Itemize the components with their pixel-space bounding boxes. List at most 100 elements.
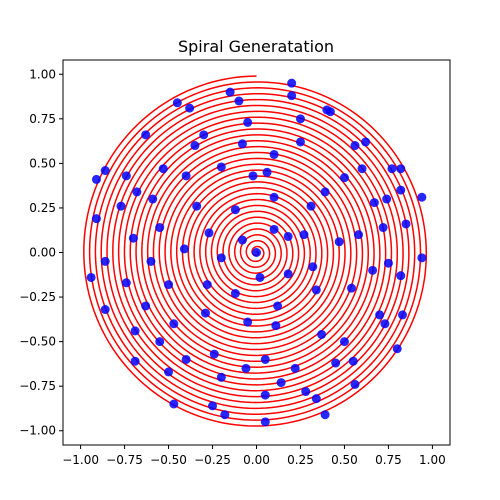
data-point-2 (283, 231, 293, 241)
data-point-9 (269, 192, 279, 202)
data-point-35 (346, 283, 356, 293)
data-point-57 (234, 96, 244, 106)
spiral-line (83, 75, 428, 427)
data-point-28 (164, 280, 174, 290)
data-point-40 (146, 256, 156, 266)
data-point-20 (216, 162, 226, 172)
data-point-94 (350, 379, 360, 389)
data-point-92 (398, 310, 408, 320)
data-point-16 (230, 288, 240, 298)
data-point-103 (100, 166, 110, 176)
data-point-38 (209, 349, 219, 359)
data-point-17 (202, 280, 212, 290)
data-point-79 (348, 356, 358, 366)
data-point-32 (295, 137, 305, 147)
data-point-65 (276, 378, 286, 388)
data-point-77 (396, 271, 406, 281)
data-point-3 (248, 171, 258, 181)
data-point-85 (100, 256, 110, 266)
data-point-100 (100, 305, 110, 315)
data-point-10 (299, 230, 309, 240)
data-point-105 (396, 185, 406, 195)
data-point-22 (320, 187, 330, 197)
data-point-88 (301, 387, 311, 397)
data-point-82 (208, 401, 218, 411)
y-tick-label-1: −0.75 (19, 379, 56, 393)
data-point-47 (368, 265, 378, 275)
data-point-51 (181, 354, 191, 364)
data-point-97 (220, 410, 230, 420)
data-point-45 (350, 141, 360, 151)
y-tick-label-0: −1.00 (19, 424, 56, 438)
data-point-56 (199, 130, 209, 140)
data-point-84 (130, 326, 140, 336)
data-point-26 (243, 317, 253, 327)
data-point-66 (216, 372, 226, 382)
data-point-86 (121, 171, 131, 181)
data-point-8 (204, 228, 214, 238)
data-point-68 (121, 278, 131, 288)
chart-title: Spiral Generatation (178, 37, 334, 56)
data-point-15 (273, 301, 283, 311)
data-point-37 (260, 354, 270, 364)
data-point-29 (155, 223, 165, 233)
data-point-70 (141, 130, 151, 140)
data-point-95 (320, 410, 330, 420)
data-point-36 (317, 329, 327, 339)
data-point-62 (383, 258, 393, 268)
data-point-67 (155, 337, 165, 347)
data-point-4 (237, 235, 247, 245)
data-point-73 (287, 78, 297, 88)
data-point-99 (130, 356, 140, 366)
data-point-5 (255, 272, 265, 282)
data-point-83 (164, 367, 174, 377)
data-point-93 (392, 344, 402, 354)
data-point-1 (269, 224, 279, 234)
data-point-76 (401, 219, 411, 229)
y-tick-label-3: −0.25 (19, 290, 56, 304)
data-point-61 (382, 194, 392, 204)
data-point-54 (132, 187, 142, 197)
data-point-30 (181, 171, 191, 181)
x-tick-label-3: −0.25 (194, 453, 231, 467)
data-point-53 (128, 233, 138, 243)
data-point-102 (91, 214, 101, 224)
x-tick-label-5: 0.25 (287, 453, 314, 467)
data-point-63 (375, 310, 385, 320)
data-point-23 (334, 237, 344, 247)
x-tick-label-1: −0.75 (106, 453, 143, 467)
data-point-0 (252, 248, 261, 257)
data-point-71 (185, 103, 195, 113)
x-tick-label-4: 0.00 (243, 453, 270, 467)
x-tick-label-7: 0.75 (375, 453, 402, 467)
y-tick-label-7: 0.75 (29, 112, 56, 126)
data-point-11 (283, 269, 293, 279)
data-point-107 (378, 223, 388, 233)
data-point-50 (241, 363, 251, 373)
data-point-18 (179, 244, 189, 254)
data-point-106 (357, 164, 367, 174)
data-point-72 (225, 87, 235, 97)
data-point-39 (169, 319, 179, 329)
data-point-7 (230, 205, 240, 215)
data-point-33 (339, 173, 349, 183)
data-point-64 (331, 358, 341, 368)
y-tick-label-8: 1.00 (29, 67, 56, 81)
x-axis: −1.00 −0.75 −0.50 −0.25 0.00 0.25 0.50 0.75 1.00 (62, 445, 446, 467)
data-point-48 (339, 337, 349, 347)
data-point-31 (237, 139, 247, 149)
data-point-60 (361, 137, 371, 147)
data-point-25 (271, 321, 281, 331)
data-point-13 (306, 201, 316, 211)
data-point-42 (190, 141, 200, 151)
data-point-52 (141, 301, 151, 311)
data-point-81 (260, 390, 270, 400)
x-tick-label-0: −1.00 (62, 453, 99, 467)
data-point-98 (169, 399, 179, 409)
data-point-104 (91, 174, 101, 184)
data-point-14 (308, 262, 318, 272)
data-point-101 (86, 272, 96, 282)
x-tick-label-2: −0.50 (150, 453, 187, 467)
data-point-69 (116, 201, 126, 211)
